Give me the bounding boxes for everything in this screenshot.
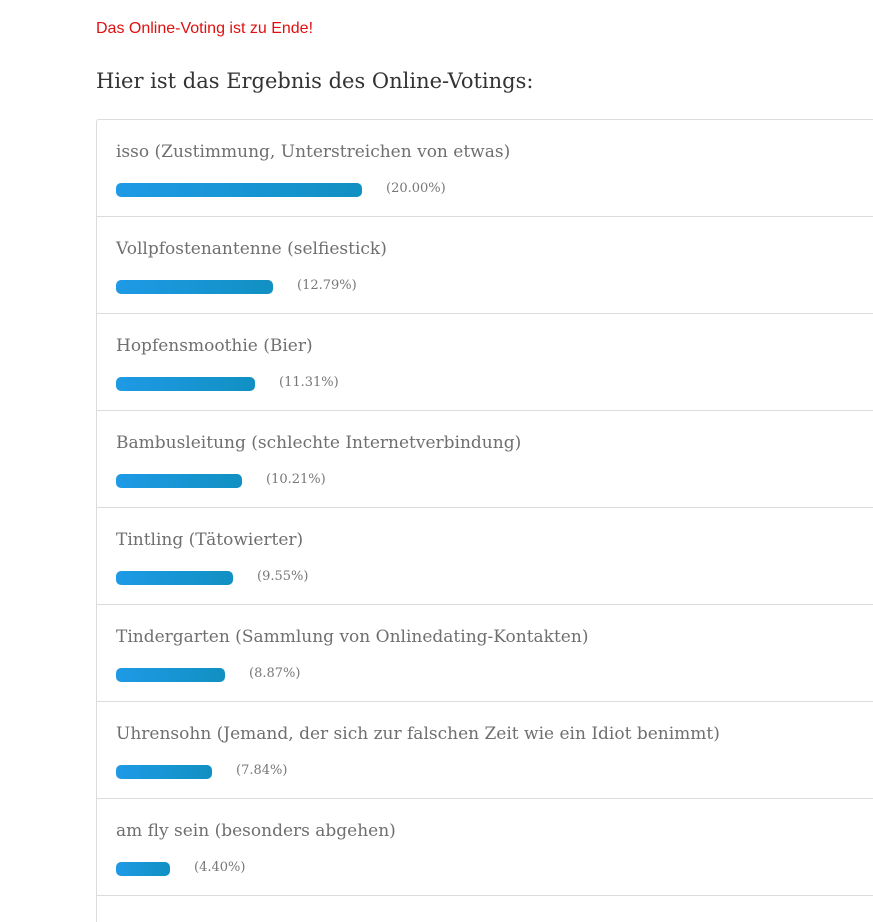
result-percent: (7.84%) bbox=[236, 763, 288, 778]
result-row: Tindergarten (Sammlung von Onlinedating-… bbox=[97, 605, 873, 702]
result-bar bbox=[116, 668, 225, 682]
result-row: Vollpfostenantenne (selfiestick) (12.79%) bbox=[97, 217, 873, 314]
voting-ended-notice: Das Online-Voting ist zu Ende! bbox=[96, 20, 314, 37]
result-bar bbox=[116, 765, 212, 779]
result-label: isso (Zustimmung, Unterstreichen von etw… bbox=[116, 142, 511, 162]
result-bar bbox=[116, 280, 273, 294]
result-label: am fly sein (besonders abgehen) bbox=[116, 821, 396, 841]
result-label: Bambusleitung (schlechte Internetverbind… bbox=[116, 433, 522, 453]
result-percent: (8.87%) bbox=[249, 666, 301, 681]
result-percent: (9.55%) bbox=[257, 569, 309, 584]
result-label: Tindergarten (Sammlung von Onlinedating-… bbox=[116, 627, 589, 647]
result-percent: (11.31%) bbox=[279, 375, 339, 390]
result-bar bbox=[116, 474, 242, 488]
result-row: Tintling (Tätowierter) (9.55%) bbox=[97, 508, 873, 605]
result-label: Vollpfostenantenne (selfiestick) bbox=[116, 239, 387, 259]
result-bar bbox=[116, 571, 233, 585]
result-row: Hopfensmoothie (Bier) (11.31%) bbox=[97, 314, 873, 411]
result-percent: (4.40%) bbox=[194, 860, 246, 875]
result-row: isso (Zustimmung, Unterstreichen von etw… bbox=[97, 120, 873, 217]
result-percent: (20.00%) bbox=[386, 181, 446, 196]
result-label: Uhrensohn (Jemand, der sich zur falschen… bbox=[116, 724, 720, 744]
result-percent: (12.79%) bbox=[297, 278, 357, 293]
result-label: Tintling (Tätowierter) bbox=[116, 530, 304, 550]
result-label: Hopfensmoothie (Bier) bbox=[116, 336, 313, 356]
result-bar bbox=[116, 183, 362, 197]
result-row: am fly sein (besonders abgehen) (4.40%) bbox=[97, 799, 873, 896]
result-percent: (10.21%) bbox=[266, 472, 326, 487]
result-bar bbox=[116, 862, 170, 876]
result-row: Uhrensohn (Jemand, der sich zur falschen… bbox=[97, 702, 873, 799]
result-row: Bambusleitung (schlechte Internetverbind… bbox=[97, 411, 873, 508]
result-bar bbox=[116, 377, 255, 391]
results-heading: Hier ist das Ergebnis des Online-Votings… bbox=[96, 69, 534, 93]
results-list: isso (Zustimmung, Unterstreichen von etw… bbox=[96, 119, 873, 922]
